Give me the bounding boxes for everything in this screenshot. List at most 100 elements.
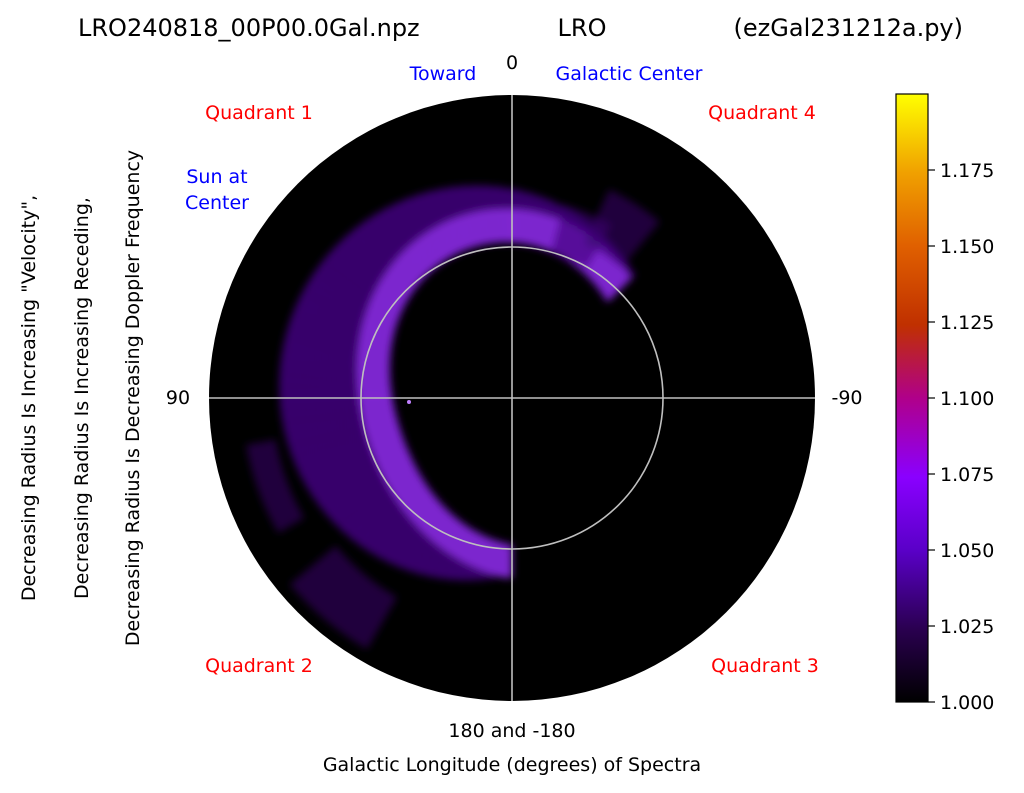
spectra-cell-bright xyxy=(375,280,407,309)
spectra-cell-bright xyxy=(367,428,401,445)
spectra-cell-bright xyxy=(396,479,426,508)
annotation-quadrant-1: Quadrant 1 xyxy=(205,102,313,124)
spectra-cell-bright xyxy=(502,208,512,242)
angle-label-90: 90 xyxy=(166,387,190,409)
y-axis-label-line1: Decreasing Radius Is Increasing "Velocit… xyxy=(18,195,40,601)
colorbar-tick-label: 1.075 xyxy=(940,464,994,486)
spectra-cell-bright xyxy=(451,525,470,560)
spectra-cell-bright xyxy=(502,545,512,579)
chart-title-left: LRO240818_00P00.0Gal.npz xyxy=(78,14,420,42)
spectra-cell-bright xyxy=(357,389,391,398)
angle-label-minus-90: -90 xyxy=(831,387,862,409)
spectra-cell-bright xyxy=(364,422,399,437)
spectra-cell-bright xyxy=(493,542,505,577)
spectra-cell-bright xyxy=(369,434,403,452)
spectra-heatmap xyxy=(246,184,660,650)
angle-label-180: 180 and -180 xyxy=(448,720,575,742)
annotation-toward: Toward xyxy=(409,63,477,85)
colorbar-tick-label: 1.175 xyxy=(940,160,994,182)
spectra-cell-bright xyxy=(388,468,419,495)
annotation-galactic-center: Galactic Center xyxy=(556,63,703,85)
spectra-cell-bright xyxy=(520,209,532,244)
spectra-cell-bright xyxy=(462,212,480,247)
spectra-cell-bright xyxy=(594,257,622,289)
spectra-cell-bright xyxy=(459,529,477,564)
spectra-streak xyxy=(289,545,397,650)
y-axis-label-line3: Decreasing Radius Is Decreasing Doppler … xyxy=(122,150,144,646)
spectra-cell-bright xyxy=(427,227,450,261)
spectra-cell-bright xyxy=(603,271,633,302)
spectra-cell-bright xyxy=(482,209,496,243)
x-axis-label: Galactic Longitude (degrees) of Spectra xyxy=(323,754,701,776)
annotation-sun-at: Sun at xyxy=(186,166,247,188)
colorbar-tick-label: 1.125 xyxy=(940,312,994,334)
spectra-cell-bright xyxy=(357,339,391,358)
spectra-cell-bright xyxy=(381,457,413,481)
spectra-cell-bright xyxy=(391,257,420,289)
y-axis-label-line2: Decreasing Radius Is Increasing Receding… xyxy=(71,197,93,599)
spectra-cell-bright xyxy=(384,462,416,488)
spectra-cell-bright xyxy=(599,264,627,295)
colorbar-ticks: 1.000 1.025 1.050 1.075 1.100 1.125 1.150 1.175 xyxy=(928,160,994,714)
colorbar-tick-label: 1.050 xyxy=(940,540,994,562)
spectra-cell-bright xyxy=(363,416,397,430)
sun-marker xyxy=(407,400,411,404)
spectra-cell-bright xyxy=(444,218,464,253)
annotation-quadrant-2: Quadrant 2 xyxy=(205,655,313,677)
spectra-cell-bright xyxy=(397,250,425,283)
spectra-cell-bright xyxy=(360,404,394,414)
colorbar-tick-label: 1.150 xyxy=(940,236,994,258)
spectra-cell-bright xyxy=(371,439,406,460)
spectra-cell-bright xyxy=(475,537,490,571)
colorbar xyxy=(895,93,929,703)
spectra-cell-bright xyxy=(404,244,430,277)
spectra-cell-bright xyxy=(423,506,448,539)
annotation-quadrant-4: Quadrant 4 xyxy=(708,102,816,124)
spectra-cell-bright xyxy=(364,305,397,330)
spectra-streak xyxy=(583,189,660,268)
spectra-cell-bright xyxy=(392,474,423,501)
annotation-center: Center xyxy=(185,192,249,214)
spectra-cell-bright xyxy=(417,501,443,533)
spectra-cell-bright xyxy=(374,445,408,467)
spectra-cell-bright xyxy=(411,237,437,271)
polar-grid xyxy=(209,95,815,701)
colorbar-tick-label: 1.025 xyxy=(940,616,994,638)
spectra-streak xyxy=(246,439,305,533)
spectra-cell-bright xyxy=(512,208,522,242)
spectra-cell-bright xyxy=(418,232,443,266)
angle-label-0: 0 xyxy=(506,52,518,74)
chart-title-right: (ezGal231212a.py) xyxy=(734,14,963,42)
spectra-cell-bright xyxy=(358,398,393,407)
spectra-cell-bright xyxy=(472,210,488,245)
spectra-cell-bright xyxy=(467,533,483,568)
grid-inner-circle xyxy=(360,246,664,550)
spectra-cell-bright xyxy=(377,451,411,474)
spectra-cell-bright xyxy=(589,250,616,283)
spectra-streak xyxy=(550,204,612,269)
spectra-cell-bright xyxy=(436,516,458,550)
spectra-cell-bright xyxy=(492,208,504,242)
spectra-cell-bright xyxy=(453,215,472,250)
spectra-cell-bright xyxy=(356,373,390,386)
spectra-cell-bright xyxy=(355,356,390,372)
colorbar-tick-label: 1.000 xyxy=(940,692,994,714)
annotation-quadrant-3: Quadrant 3 xyxy=(711,655,819,677)
spectra-cell-bright xyxy=(385,264,415,295)
spectra-cell-bright xyxy=(528,211,542,246)
spectra-cell-bright xyxy=(356,381,391,392)
spectra-cell-bright xyxy=(358,331,392,351)
spectra-cell-bright xyxy=(362,313,395,337)
spectra-cell-bright xyxy=(367,296,400,323)
spectra-cell-bright xyxy=(411,496,438,527)
spectra-cell-bright xyxy=(361,410,396,422)
spectra-cell-bright xyxy=(435,222,457,257)
spectra-cell-bright xyxy=(429,511,453,545)
colorbar-tick-label: 1.100 xyxy=(940,388,994,410)
spectra-cell-bright xyxy=(543,216,561,251)
spectra-cell-bright xyxy=(536,213,551,248)
chart-title-center: LRO xyxy=(558,14,607,42)
spectra-cell-bright xyxy=(371,288,403,316)
spectra-cell-bright xyxy=(356,348,391,365)
